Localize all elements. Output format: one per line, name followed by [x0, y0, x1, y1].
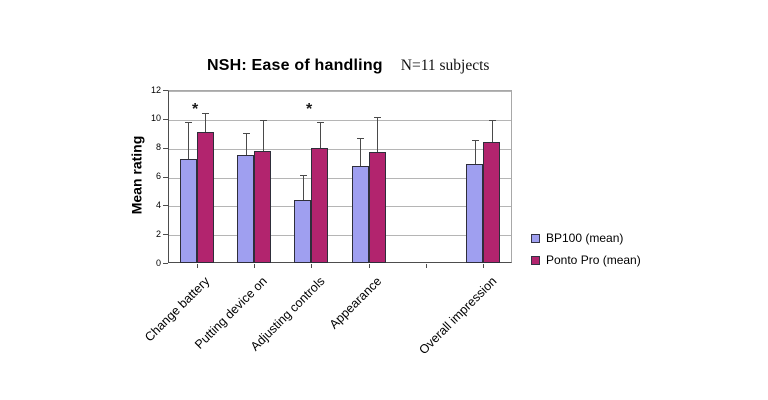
y-tick-label-12: 12: [150, 85, 161, 95]
y-tick-mark-0: [163, 263, 168, 264]
bar-bp100-change-battery: [180, 159, 197, 263]
x-tick-mark-4: [426, 264, 427, 268]
error-bar-ponto-adjusting-controls: [320, 122, 321, 148]
bar-bp100-overall-impression: [466, 164, 483, 263]
error-bar-ponto-appearance: [377, 117, 378, 152]
gridline-y-2: [169, 235, 511, 236]
error-bar-ponto-overall-impression: [492, 120, 493, 142]
gridline-y-10: [169, 120, 511, 121]
plot-area: [168, 90, 512, 263]
x-tick-mark-3: [369, 264, 370, 268]
error-bar-cap-ponto-overall-impression: [489, 120, 496, 121]
error-bar-bp100-putting-device-on: [246, 133, 247, 155]
legend-item-ponto-pro: Ponto Pro (mean): [531, 253, 641, 267]
bar-bp100-putting-device-on: [237, 155, 254, 263]
x-tick-mark-1: [254, 264, 255, 268]
x-tick-mark-0: [197, 264, 198, 268]
error-bar-cap-ponto-appearance: [374, 117, 381, 118]
bar-ponto-appearance: [369, 152, 386, 263]
bar-ponto-overall-impression: [483, 142, 500, 263]
bar-bp100-appearance: [352, 166, 369, 263]
x-category-label-overall-impression: Overall impression: [416, 274, 500, 358]
x-tick-mark-2: [311, 264, 312, 268]
y-tick-label-2: 2: [155, 229, 161, 239]
gridline-y-8: [169, 149, 511, 150]
y-tick-mark-6: [163, 177, 168, 178]
y-tick-label-10: 10: [150, 113, 161, 123]
y-tick-mark-4: [163, 205, 168, 206]
y-tick-label-8: 8: [155, 142, 161, 152]
error-bar-ponto-change-battery: [205, 113, 206, 132]
chart-title-row: NSH: Ease of handling N=11 subjects: [207, 57, 489, 75]
legend-swatch-bp100: [531, 233, 540, 243]
y-tick-mark-10: [163, 119, 168, 120]
bar-ponto-change-battery: [197, 132, 214, 263]
error-bar-bp100-appearance: [360, 138, 361, 166]
significance-asterisk-adjusting-controls: *: [306, 101, 313, 118]
y-tick-mark-2: [163, 234, 168, 235]
error-bar-cap-bp100-appearance: [357, 138, 364, 139]
y-tick-mark-8: [163, 148, 168, 149]
gridline-y-6: [169, 178, 511, 179]
legend-label-bp100: BP100 (mean): [546, 231, 624, 245]
bar-ponto-putting-device-on: [254, 151, 271, 263]
error-bar-cap-bp100-adjusting-controls: [300, 175, 307, 176]
gridline-y-12: [169, 91, 511, 92]
error-bar-cap-bp100-overall-impression: [472, 140, 479, 141]
gridline-y-4: [169, 206, 511, 207]
x-category-label-appearance: Appearance: [326, 274, 385, 332]
legend-label-ponto-pro: Ponto Pro (mean): [546, 253, 641, 267]
error-bar-cap-ponto-putting-device-on: [260, 120, 267, 121]
legend-item-bp100: BP100 (mean): [531, 231, 641, 245]
y-tick-label-4: 4: [155, 200, 161, 210]
legend: BP100 (mean) Ponto Pro (mean): [531, 231, 641, 275]
chart-title: NSH: Ease of handling: [207, 57, 383, 74]
error-bar-cap-ponto-adjusting-controls: [317, 122, 324, 123]
x-tick-mark-5: [483, 264, 484, 268]
error-bar-bp100-adjusting-controls: [303, 175, 304, 200]
significance-asterisk-change-battery: *: [192, 101, 199, 118]
error-bar-cap-ponto-change-battery: [202, 113, 209, 114]
chart-subtitle: N=11 subjects: [400, 57, 490, 74]
bar-bp100-adjusting-controls: [294, 200, 311, 263]
error-bar-ponto-putting-device-on: [263, 120, 264, 151]
legend-swatch-ponto-pro: [531, 255, 540, 265]
y-tick-label-0: 0: [155, 258, 161, 268]
y-tick-mark-12: [163, 90, 168, 91]
y-tick-label-6: 6: [155, 171, 161, 181]
error-bar-bp100-change-battery: [188, 122, 189, 159]
error-bar-cap-bp100-putting-device-on: [243, 133, 250, 134]
error-bar-cap-bp100-change-battery: [185, 122, 192, 123]
error-bar-bp100-overall-impression: [475, 140, 476, 164]
bar-ponto-adjusting-controls: [311, 148, 328, 263]
